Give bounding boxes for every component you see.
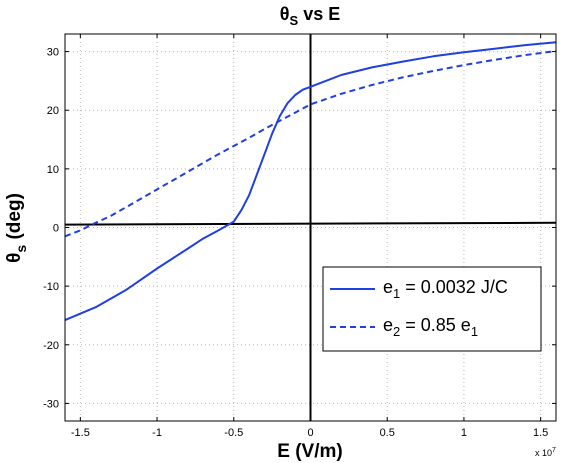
y-axis-label-sub: s [13, 245, 29, 253]
chart-title: θS vs E [280, 4, 340, 28]
chart-title-sub: S [290, 13, 299, 28]
x-multiplier: x 107 [535, 447, 556, 458]
x-tick-label: 0 [307, 427, 313, 439]
x-axis-label: E (V/m) [277, 441, 342, 462]
legend-label-e1: e1 = 0.0032 J/C [383, 277, 508, 301]
series-line-1 [64, 41, 557, 322]
x-tick-label: 0.5 [380, 427, 395, 439]
y-tick-label: 20 [47, 105, 59, 117]
legend: e1 = 0.0032 J/C e2 = 0.85 e1 [322, 266, 542, 352]
series-group [64, 41, 557, 322]
x-tick-label: -1.5 [71, 427, 90, 439]
y-tick-label: -30 [43, 398, 59, 410]
y-tick-label: -20 [43, 340, 59, 352]
y-tick-label: 10 [47, 164, 59, 176]
x-tick-label: -0.5 [224, 427, 243, 439]
x-tick-label: 1.5 [533, 427, 548, 439]
reference-lines [64, 34, 557, 421]
y-tick-label: 0 [53, 223, 59, 235]
y-tick-label: -10 [43, 281, 59, 293]
legend-label-e2: e2 = 0.85 e1 [383, 315, 478, 339]
y-tick-label: 30 [47, 47, 59, 59]
series-line-2 [64, 50, 557, 238]
x-tick-label: 1 [461, 427, 467, 439]
legend-box [322, 266, 542, 352]
x-tick-label: -1 [152, 427, 162, 439]
ticks: -1.5 -1 -0.5 0 0.5 1 1.5 -30 -20 -10 0 10 20 30 [43, 34, 556, 439]
y-axis-label: θs (deg) [4, 193, 29, 263]
